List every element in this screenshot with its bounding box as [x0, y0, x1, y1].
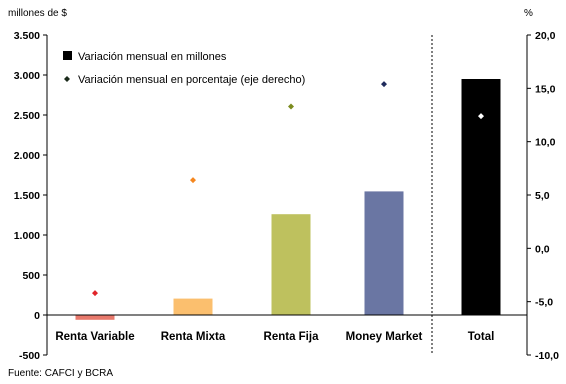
category-label: Total — [468, 331, 495, 343]
left-tick-label: 3.500 — [14, 30, 40, 42]
right-tick-label: -10,0 — [535, 350, 559, 362]
legend-bar-label: Variación mensual en millones — [78, 51, 227, 63]
right-tick-label: 5,0 — [535, 190, 550, 202]
legend-point-swatch — [64, 76, 70, 82]
point-2 — [190, 177, 196, 184]
point-3 — [288, 103, 294, 110]
source-note: Fuente: CAFCI y BCRA — [8, 368, 114, 379]
category-label: Renta Variable — [55, 331, 134, 343]
bar-1 — [75, 315, 115, 320]
bar-3 — [271, 214, 311, 315]
legend-bar-swatch — [63, 51, 72, 60]
legend-point-label: Variación mensual en porcentaje (eje der… — [78, 74, 305, 86]
category-label: Renta Fija — [264, 331, 320, 343]
left-tick-label: 3.000 — [14, 70, 40, 82]
right-tick-label: 10,0 — [535, 137, 556, 149]
bar-4 — [364, 191, 404, 315]
left-tick-label: 500 — [22, 270, 40, 282]
left-tick-label: 0 — [34, 310, 40, 322]
left-tick-label: 1.500 — [14, 190, 40, 202]
left-axis-unit: millones de $ — [8, 8, 67, 19]
left-tick-label: 2.000 — [14, 150, 40, 162]
left-tick-label: 2.500 — [14, 110, 40, 122]
right-tick-label: 20,0 — [535, 30, 556, 42]
point-4 — [381, 81, 387, 88]
category-label: Money Market — [346, 331, 423, 343]
left-tick-label: -500 — [19, 350, 40, 362]
left-tick-label: 1.000 — [14, 230, 40, 242]
right-tick-label: -5,0 — [535, 297, 553, 309]
right-axis-unit: % — [524, 8, 533, 19]
point-5 — [478, 113, 484, 120]
right-tick-label: 15,0 — [535, 83, 556, 95]
category-label: Renta Mixta — [161, 331, 226, 343]
point-1 — [92, 290, 98, 297]
bar-2 — [173, 298, 213, 315]
right-tick-label: 0,0 — [535, 243, 550, 255]
